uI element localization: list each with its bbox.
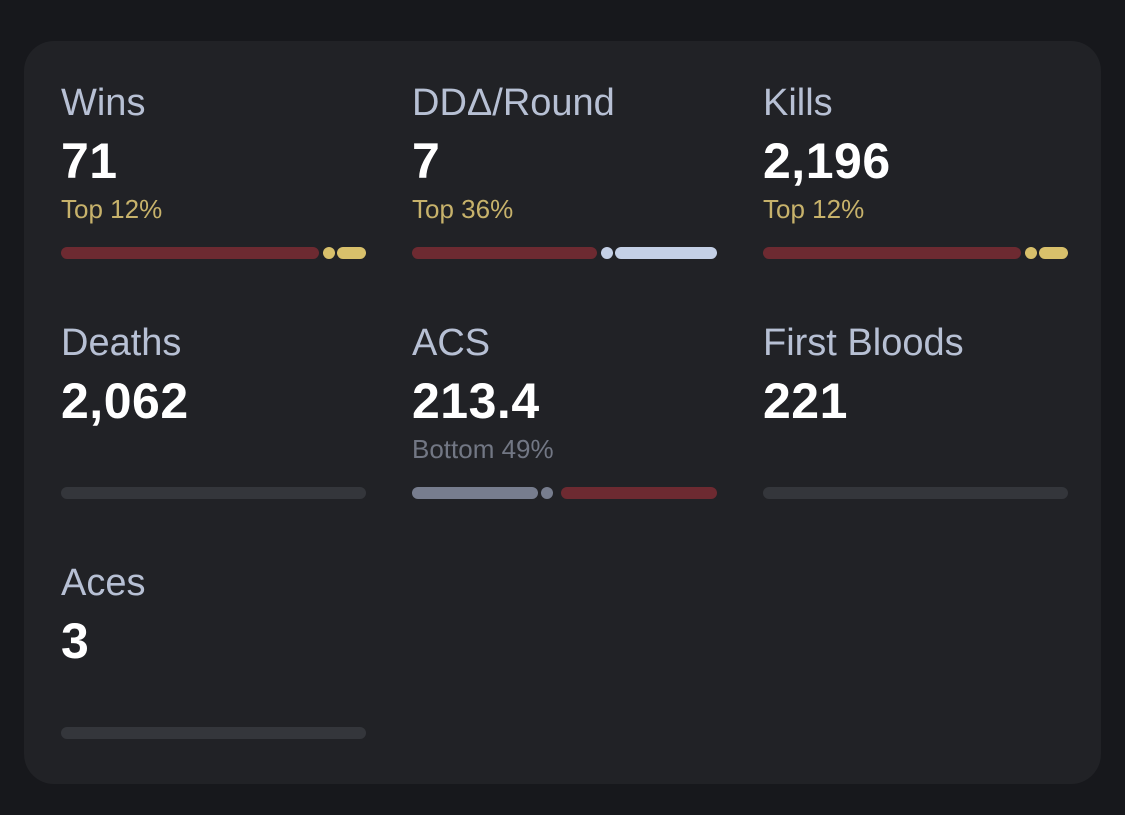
stat-rank: Top 12% [61, 194, 163, 224]
percentile-bar [61, 727, 366, 739]
stat-value: 3 [61, 613, 90, 669]
bar-fill [412, 487, 538, 499]
bar-remaining [615, 247, 717, 259]
stat-label: Wins [61, 82, 146, 124]
bar-remaining [1039, 247, 1068, 259]
stat-rank: Top 36% [412, 194, 514, 224]
stat-value: 71 [61, 133, 118, 189]
bar-track-empty [61, 727, 366, 739]
stats-card: Wins 71 Top 12% DDΔ/Round 7 Top 36% Kill… [24, 41, 1101, 784]
bar-marker [601, 247, 613, 259]
bar-remaining [337, 247, 366, 259]
percentile-bar [412, 487, 717, 499]
stat-deaths: Deaths 2,062 [61, 321, 366, 561]
stat-label: Aces [61, 562, 146, 604]
stat-kills: Kills 2,196 Top 12% [763, 81, 1068, 321]
stat-aces: Aces 3 [61, 561, 366, 801]
percentile-bar [61, 247, 366, 259]
stat-label: DDΔ/Round [412, 82, 615, 124]
percentile-bar [763, 487, 1068, 499]
bar-remaining [561, 487, 717, 499]
percentile-bar [412, 247, 717, 259]
stat-wins: Wins 71 Top 12% [61, 81, 366, 321]
stat-value: 213.4 [412, 373, 540, 429]
stat-value: 221 [763, 373, 848, 429]
stat-value: 7 [412, 133, 441, 189]
stat-value: 2,196 [763, 133, 891, 189]
stat-ddelta-per-round: DDΔ/Round 7 Top 36% [412, 81, 717, 321]
bar-fill [412, 247, 597, 259]
stats-grid: Wins 71 Top 12% DDΔ/Round 7 Top 36% Kill… [24, 41, 1101, 784]
bar-marker [323, 247, 335, 259]
bar-fill [763, 247, 1021, 259]
bar-marker [541, 487, 553, 499]
stat-label: Deaths [61, 322, 182, 364]
stat-label: ACS [412, 322, 491, 364]
stat-rank: Top 12% [763, 194, 865, 224]
percentile-bar [763, 247, 1068, 259]
stat-rank: Bottom 49% [412, 434, 554, 464]
bar-fill [61, 247, 319, 259]
stat-first-bloods: First Bloods 221 [763, 321, 1068, 561]
bar-marker [1025, 247, 1037, 259]
stat-acs: ACS 213.4 Bottom 49% [412, 321, 717, 561]
bar-track-empty [763, 487, 1068, 499]
stat-label: Kills [763, 82, 833, 124]
bar-track-empty [61, 487, 366, 499]
stat-value: 2,062 [61, 373, 189, 429]
percentile-bar [61, 487, 366, 499]
stat-label: First Bloods [763, 322, 964, 364]
